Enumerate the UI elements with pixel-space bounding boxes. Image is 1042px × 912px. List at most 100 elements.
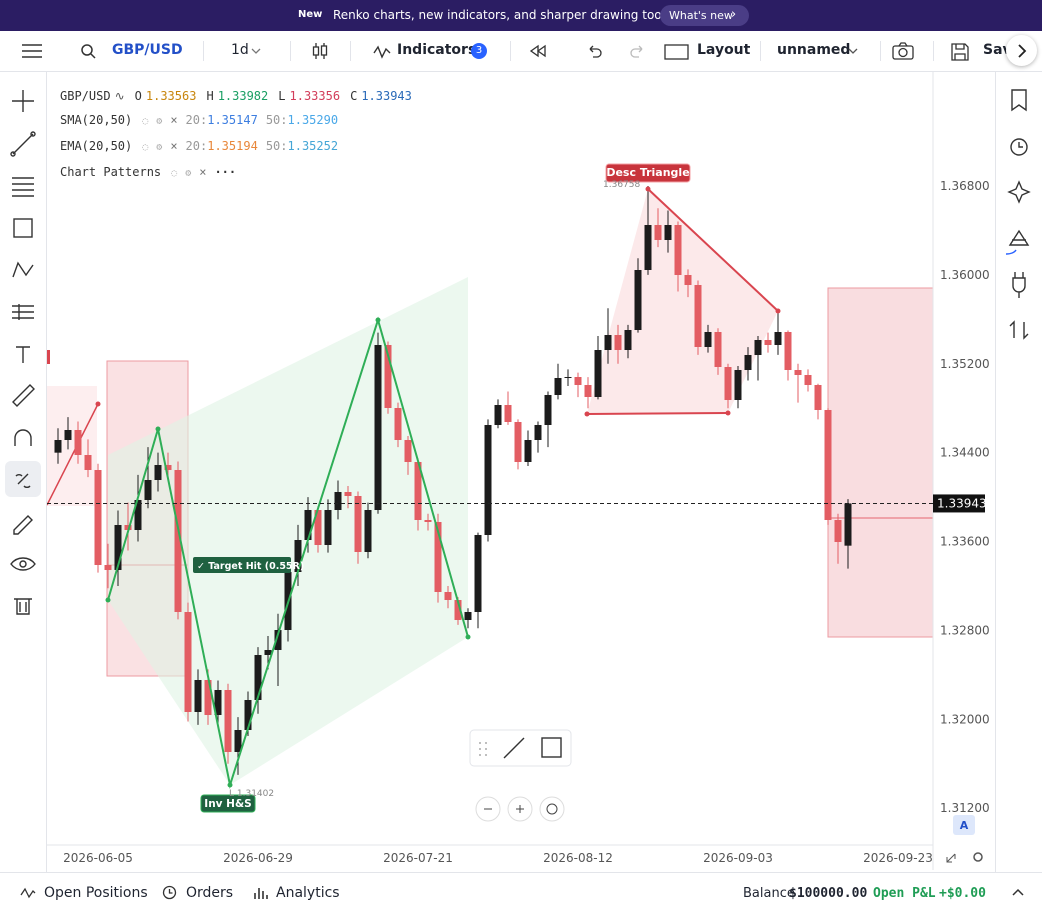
sidebar-tools xyxy=(1005,89,1031,340)
candle-body xyxy=(694,285,702,347)
hide-icon: ◌ xyxy=(171,168,178,179)
redo-button[interactable] xyxy=(630,44,646,58)
param-label: 20: xyxy=(185,139,208,153)
decoration xyxy=(589,45,602,58)
last-price-bg xyxy=(933,494,985,513)
candle-body xyxy=(534,425,542,440)
undo-button[interactable] xyxy=(586,44,602,58)
candle-body xyxy=(484,425,492,535)
ohlc-label: H xyxy=(206,89,214,103)
line-tool[interactable] xyxy=(12,133,34,155)
decoration xyxy=(1018,44,1027,58)
visibility-tool[interactable] xyxy=(10,557,36,571)
right-sidebar xyxy=(995,72,1042,872)
text-tool[interactable] xyxy=(16,346,30,363)
whats-new-label: What's new xyxy=(669,9,733,22)
alerts-button[interactable] xyxy=(1010,138,1028,156)
candle-body xyxy=(774,332,782,345)
replay-button[interactable] xyxy=(529,44,547,58)
reset-button[interactable] xyxy=(539,796,565,822)
remove-button[interactable]: × xyxy=(199,165,207,179)
candle-body xyxy=(174,470,182,612)
search-icon[interactable] xyxy=(80,43,96,59)
ai-button[interactable] xyxy=(1007,180,1031,204)
fib-tool[interactable] xyxy=(12,177,34,197)
decoration xyxy=(312,46,320,56)
remove-button[interactable]: × xyxy=(170,113,178,127)
hide-drawings-tool[interactable] xyxy=(13,515,33,535)
reset-glyph xyxy=(546,803,558,815)
layout-button[interactable]: Layout xyxy=(697,42,751,58)
delete-tool[interactable] xyxy=(14,598,32,615)
candle-body xyxy=(704,332,712,347)
trade-button[interactable] xyxy=(1009,320,1029,340)
lock-tool[interactable] xyxy=(15,473,31,488)
patterns-button[interactable] xyxy=(1008,229,1030,246)
candle-body xyxy=(614,335,622,350)
analytics-tab[interactable]: Analytics xyxy=(276,885,340,901)
pattern-label: Desc Triangle xyxy=(606,166,689,179)
drag-handle[interactable] xyxy=(479,742,487,756)
triangle-upper xyxy=(647,188,779,312)
chart-type-button[interactable] xyxy=(311,41,329,61)
remove-button[interactable]: × xyxy=(170,139,178,153)
pattern-tool[interactable] xyxy=(12,261,34,278)
expand-panel-button[interactable] xyxy=(1012,887,1024,897)
candle-body xyxy=(504,405,512,422)
save-button[interactable]: Sav xyxy=(983,42,1012,58)
shape-tool[interactable] xyxy=(13,218,33,238)
settings-button[interactable] xyxy=(973,852,983,862)
plugins-button[interactable] xyxy=(1012,272,1026,298)
divider xyxy=(290,41,291,61)
hide-icon: ◌ xyxy=(142,116,149,127)
auto-scale-button[interactable] xyxy=(953,815,975,835)
drawings-top: Desc Triangle 1.36758 ✓ Target Hit (0.55… xyxy=(105,163,983,863)
layout-name-button[interactable]: unnamed xyxy=(777,42,851,58)
crosshair-tool[interactable] xyxy=(12,90,34,112)
target-zone xyxy=(108,277,468,785)
candle-body xyxy=(304,510,312,540)
save-icon[interactable] xyxy=(950,42,970,62)
candle-body xyxy=(584,385,592,397)
menu-button[interactable] xyxy=(20,41,44,61)
magnet-tool[interactable] xyxy=(14,429,32,446)
watchlist-button[interactable] xyxy=(1011,89,1027,112)
floating-line-tool[interactable] xyxy=(503,737,525,759)
candle-body xyxy=(414,462,422,520)
candle-body xyxy=(734,370,742,400)
candle-body xyxy=(74,430,82,455)
triangle-lower xyxy=(586,412,729,415)
decoration xyxy=(373,45,391,59)
candle-body xyxy=(464,612,472,620)
indicators-button[interactable]: Indicators xyxy=(397,42,477,58)
candle-body xyxy=(764,340,772,345)
last-price-label: 1.33943 xyxy=(937,496,987,510)
pattern-marker xyxy=(47,350,50,364)
pattern-price: L 1.31402 xyxy=(229,789,274,799)
screenshot-button[interactable] xyxy=(892,42,914,60)
param-label: 50: xyxy=(265,113,288,127)
floating-rect-tool[interactable] xyxy=(541,737,562,758)
scroll-right-button[interactable] xyxy=(1006,35,1037,66)
whats-new-button[interactable]: What's new › xyxy=(660,5,749,26)
candle-body xyxy=(354,496,362,552)
pattern-point xyxy=(227,782,233,788)
positions-tab[interactable]: Open Positions xyxy=(44,885,148,901)
measure-tool[interactable] xyxy=(12,384,35,407)
decoration xyxy=(898,47,908,58)
candle-body xyxy=(674,225,682,275)
orders-icon xyxy=(162,885,177,900)
fullscreen-button[interactable] xyxy=(946,853,956,863)
chart[interactable]: Desc Triangle 1.36758 ✓ Target Hit (0.55… xyxy=(47,72,995,872)
projection-tool[interactable] xyxy=(12,304,34,320)
symbol-button[interactable]: GBP/USD xyxy=(112,42,183,58)
indicators-icon[interactable] xyxy=(373,43,391,59)
stop-zone xyxy=(827,287,934,638)
handle xyxy=(30,131,36,137)
indicator-row: Chart Patterns ◌ ⚙ × ··· xyxy=(60,160,420,186)
candle-body xyxy=(434,522,442,592)
layout-icon[interactable] xyxy=(664,43,690,61)
orders-tab[interactable]: Orders xyxy=(186,885,234,901)
interval-button[interactable]: 1d xyxy=(231,42,249,58)
